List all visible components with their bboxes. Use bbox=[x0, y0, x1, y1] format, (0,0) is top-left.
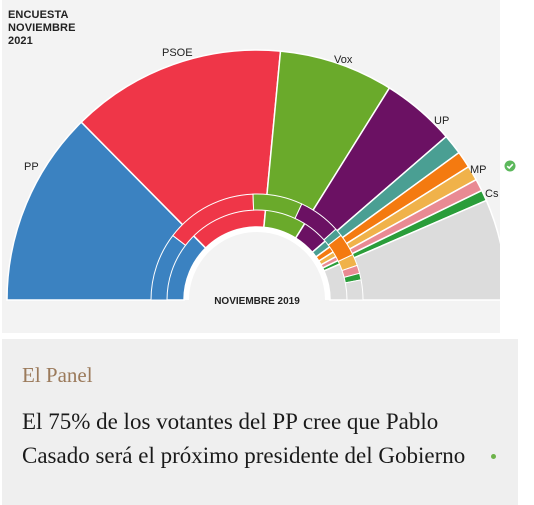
legend-label-vox: Vox bbox=[334, 54, 353, 66]
check-circle-icon bbox=[504, 160, 516, 172]
chart-title: ENCUESTA NOVIEMBRE 2021 bbox=[8, 9, 76, 47]
dot-icon bbox=[491, 454, 496, 459]
headline-link[interactable]: El 75% de los votantes del PP cree que P… bbox=[22, 409, 466, 468]
news-card[interactable]: El Panel El 75% de los votantes del PP c… bbox=[2, 339, 518, 505]
section-label[interactable]: El Panel bbox=[22, 363, 93, 387]
chart-card: PP PSOE Vox UP MP Cs NOVIEMBRE 2019 ENCUESTA N… bbox=[2, 0, 500, 333]
inner-label: NOVIEMBRE 2019 bbox=[214, 296, 300, 307]
legend-label-cs: Cs bbox=[485, 188, 499, 200]
inner-slice-other-9 bbox=[344, 279, 364, 301]
legend-label-psoe: PSOE bbox=[162, 47, 193, 59]
legend-label-pp: PP bbox=[24, 161, 39, 173]
legend-label-up: UP bbox=[434, 115, 449, 127]
legend-label-mp: MP bbox=[470, 164, 487, 176]
parliament-chart: PP PSOE Vox UP MP Cs NOVIEMBRE 2019 bbox=[6, 47, 500, 307]
